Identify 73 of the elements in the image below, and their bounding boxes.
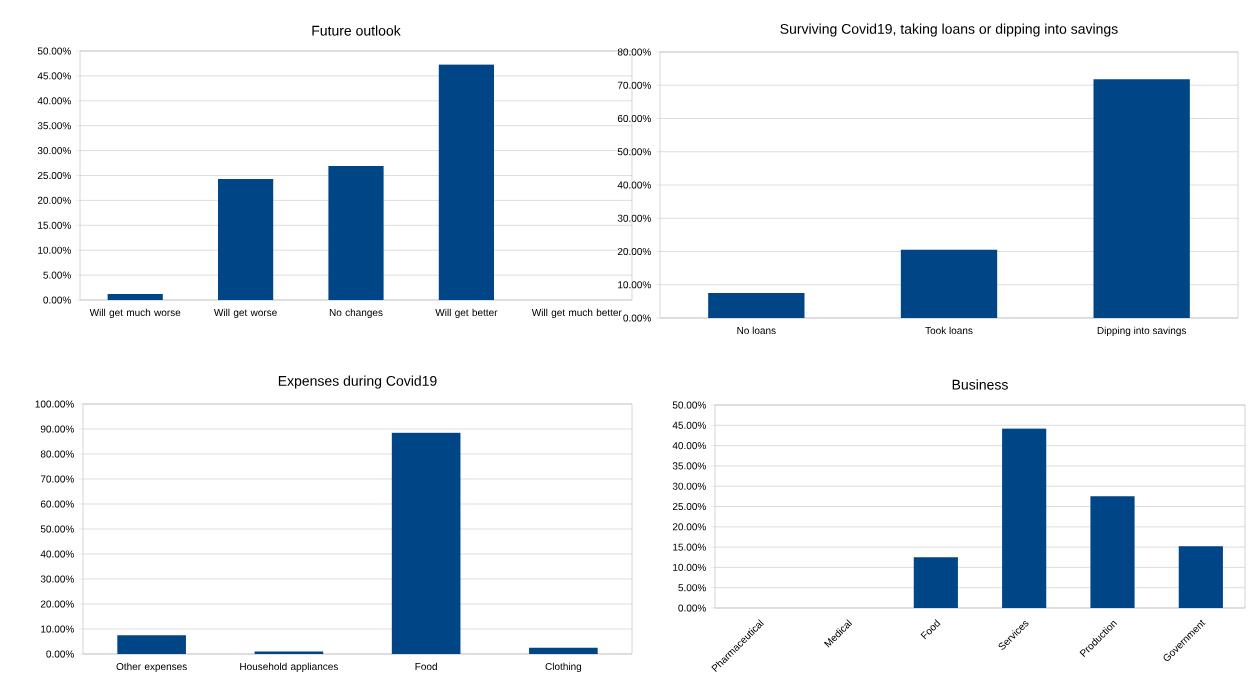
y-tick-label: 80.00%	[40, 450, 74, 458]
y-tick-label: 40.00%	[40, 550, 74, 558]
bar	[529, 647, 598, 654]
bar	[117, 635, 186, 654]
y-tick-label: 0.00%	[678, 604, 706, 612]
x-tick-label: Will get better	[435, 308, 498, 319]
y-tick-label: 50.00%	[617, 148, 651, 156]
y-tick-label: 30.00%	[37, 147, 71, 155]
x-tick-label: Household appliances	[240, 662, 338, 673]
y-tick-label: 15.00%	[673, 543, 706, 551]
y-tick-label: 45.00%	[37, 72, 71, 80]
y-tick-label: 10.00%	[618, 281, 651, 289]
x-tick-label: No changes	[329, 308, 383, 319]
y-tick-label: 25.00%	[672, 502, 706, 511]
bar	[218, 178, 274, 300]
x-tick-label: Will get much better	[531, 308, 622, 319]
bar	[1090, 496, 1135, 608]
y-tick-label: 90.00%	[40, 425, 74, 433]
bar	[438, 64, 495, 300]
y-tick-label: 50.00%	[672, 401, 706, 409]
y-tick-label: 0.00%	[43, 296, 71, 304]
y-tick-label: 0.00%	[46, 650, 74, 658]
y-tick-label: 15.00%	[38, 221, 71, 229]
y-tick-label: 40.00%	[617, 181, 651, 189]
y-tick-label: 20.00%	[672, 523, 706, 531]
x-tick-label: Other expenses	[116, 662, 187, 673]
y-tick-label: 100.00%	[35, 400, 74, 408]
y-tick-label: 5.00%	[43, 271, 71, 279]
y-tick-label: 10.00%	[41, 625, 74, 633]
bar	[1093, 79, 1190, 318]
y-tick-label: 80.00%	[617, 48, 651, 56]
y-tick-label: 30.00%	[40, 575, 74, 583]
x-tick-label: Will get worse	[213, 308, 277, 319]
x-tick-label: Will get much worse	[89, 308, 181, 319]
x-tick-label: Food	[415, 662, 437, 671]
x-tick-label: Dipping into savings	[1097, 326, 1187, 337]
y-tick-label: 0.00%	[623, 314, 651, 322]
y-tick-label: 35.00%	[37, 122, 71, 130]
bar	[107, 294, 163, 300]
y-tick-label: 10.00%	[673, 563, 706, 571]
y-tick-label: 40.00%	[672, 442, 706, 450]
x-tick-label: Took loans	[925, 326, 973, 335]
chart-title: Future outlook	[312, 25, 401, 36]
y-tick-label: 50.00%	[37, 47, 71, 55]
bar	[1002, 428, 1047, 608]
y-tick-label: 60.00%	[617, 114, 651, 123]
y-tick-label: 20.00%	[37, 196, 71, 204]
bar	[708, 293, 805, 318]
y-tick-label: 35.00%	[672, 462, 706, 470]
y-tick-label: 60.00%	[40, 500, 74, 508]
x-tick-label: Clothing	[545, 662, 582, 673]
y-tick-label: 30.00%	[617, 214, 651, 222]
bar	[900, 249, 998, 318]
y-tick-label: 5.00%	[678, 584, 706, 592]
bar	[391, 432, 461, 654]
x-tick-label: No loans	[737, 326, 776, 335]
bar	[328, 166, 384, 300]
y-tick-label: 50.00%	[40, 525, 74, 533]
chart-title: Business	[952, 379, 1008, 390]
y-tick-label: 20.00%	[40, 600, 74, 608]
bar	[1178, 546, 1223, 608]
y-tick-label: 25.00%	[37, 171, 71, 180]
bar	[254, 651, 324, 654]
y-tick-label: 45.00%	[672, 421, 706, 429]
y-tick-label: 20.00%	[617, 247, 651, 256]
chart-title: Expenses during Covid19	[278, 375, 437, 389]
y-tick-label: 10.00%	[38, 246, 71, 254]
y-tick-label: 70.00%	[617, 81, 651, 89]
y-tick-label: 70.00%	[40, 475, 74, 483]
chart-title: Surviving Covid19, taking loans or dipping into savings	[780, 23, 1118, 37]
bar	[913, 557, 958, 608]
y-tick-label: 40.00%	[37, 97, 71, 105]
y-tick-label: 30.00%	[672, 482, 706, 490]
